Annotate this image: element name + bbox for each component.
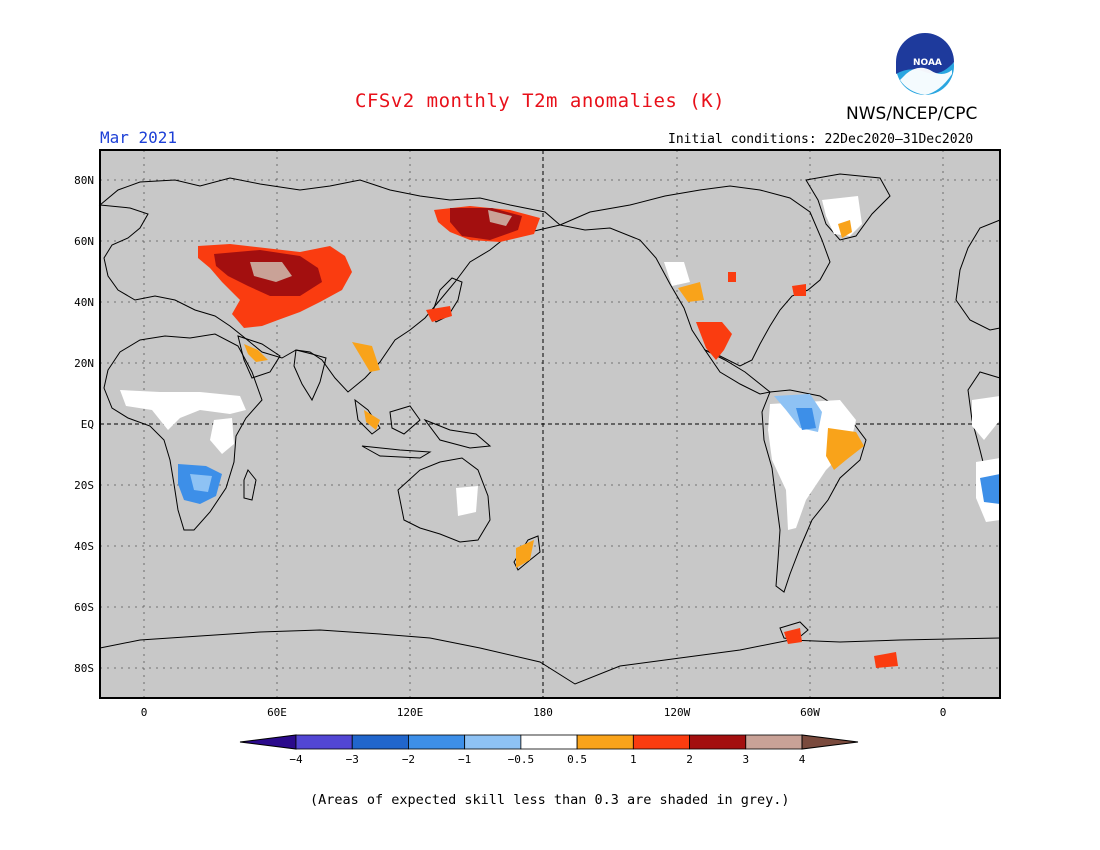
anomaly-region	[784, 628, 802, 644]
lon-label: 0	[141, 706, 148, 719]
anomaly-region	[456, 486, 478, 516]
lat-label: 80N	[74, 174, 94, 187]
colorbar-tick-label: −3	[346, 753, 359, 766]
lon-label: 60W	[800, 706, 820, 719]
lat-label: 40S	[74, 540, 94, 553]
latitude-axis: 80N 60N 40N 20N EQ 20S 40S 60S 80S	[74, 174, 94, 675]
anomaly-region	[250, 262, 292, 282]
longitude-axis: 0 60E 120E 180 120W 60W 0	[141, 706, 947, 719]
lat-label: 80S	[74, 662, 94, 675]
colorbar-box	[576, 734, 634, 750]
anomaly-region	[796, 408, 816, 430]
colorbar-tick-label: −0.5	[508, 753, 535, 766]
lat-label: EQ	[81, 418, 94, 431]
lat-label: 20S	[74, 479, 94, 492]
colorbar-box	[295, 734, 353, 750]
anomaly-region	[696, 322, 732, 360]
colorbar-tick-label: −1	[458, 753, 471, 766]
anomaly-region	[244, 344, 268, 362]
lon-label: 120W	[664, 706, 691, 719]
colorbar-tick-label: 1	[630, 753, 637, 766]
anomaly-region	[664, 262, 690, 286]
colorbar-box	[632, 734, 690, 750]
lon-label: 60E	[267, 706, 287, 719]
colorbar-tick-label: 3	[742, 753, 749, 766]
colorbar-arrow-high	[801, 734, 859, 750]
colorbar-arrow-low	[239, 734, 297, 750]
footer-note: (Areas of expected skill less than 0.3 a…	[310, 792, 790, 808]
anomaly-region	[120, 390, 246, 430]
map-frame	[99, 149, 1001, 699]
anomaly-region	[826, 428, 864, 470]
colorbar-box	[464, 734, 522, 750]
colorbar-box	[520, 734, 578, 750]
organization-label: NWS/NCEP/CPC	[846, 104, 978, 124]
anomaly-region	[426, 306, 452, 322]
anomaly-region	[352, 342, 380, 372]
anomaly-region	[210, 418, 234, 454]
anomaly-region	[190, 474, 212, 492]
anomaly-region	[792, 284, 806, 296]
colorbar-box	[745, 734, 803, 750]
colorbar-tick-label: −4	[289, 753, 303, 766]
anomaly-region	[488, 210, 512, 226]
colorbar-box	[351, 734, 409, 750]
anomaly-region	[822, 196, 862, 236]
anomaly-region	[972, 396, 1000, 440]
colorbar-tick-label: 2	[686, 753, 693, 766]
colorbar-tick-label: −2	[402, 753, 415, 766]
colorbar-tick-label: 0.5	[567, 753, 587, 766]
noaa-logo-text: NOAA	[913, 58, 942, 68]
colorbar-tick-label: 4	[799, 753, 806, 766]
lon-label: 0	[940, 706, 947, 719]
initial-conditions: Initial conditions: 22Dec2020–31Dec2020	[668, 132, 974, 147]
lat-label: 60S	[74, 601, 94, 614]
lat-label: 40N	[74, 296, 94, 309]
anomaly-region	[678, 282, 704, 302]
anomaly-region	[516, 540, 534, 568]
lat-label: 60N	[74, 235, 94, 248]
anomaly-patches	[120, 196, 1000, 668]
forecast-month: Mar 2021	[100, 128, 178, 147]
lon-label: 120E	[397, 706, 424, 719]
colorbar-box	[408, 734, 466, 750]
anomaly-region	[874, 652, 898, 668]
lon-label: 180	[533, 706, 553, 719]
noaa-logo: NOAA	[894, 33, 956, 97]
lat-label: 20N	[74, 357, 94, 370]
anomaly-region	[838, 220, 852, 238]
anomaly-region	[364, 410, 380, 430]
anomaly-region	[980, 474, 1000, 504]
colorbar-box	[689, 734, 747, 750]
map-title: CFSv2 monthly T2m anomalies (K)	[355, 90, 726, 112]
anomaly-region	[728, 272, 736, 282]
colorbar: −4 −3 −2 −1 −0.5 0.5 1 2 3 4	[239, 734, 859, 766]
